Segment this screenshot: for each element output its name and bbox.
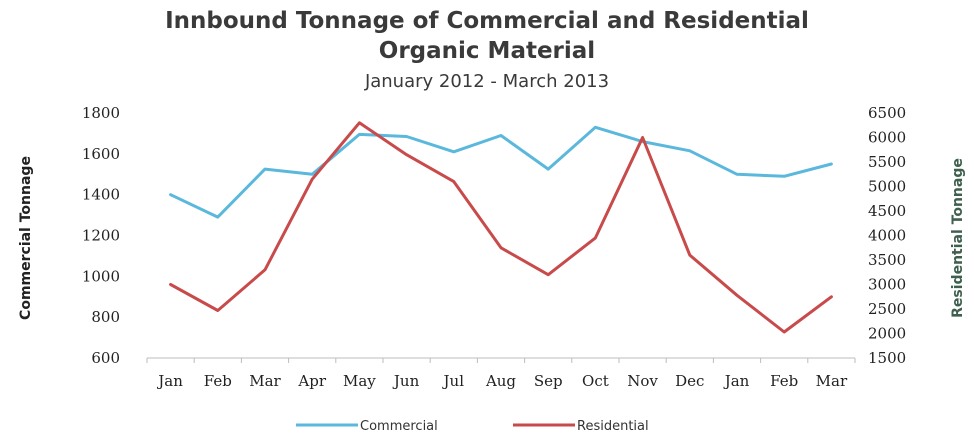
chart-title-line-1: Innbound Tonnage of Commercial and Resid… bbox=[165, 8, 809, 34]
left-y-tick-label: 1400 bbox=[82, 186, 120, 204]
data-point-residential bbox=[735, 294, 739, 297]
x-tick-label: Jan bbox=[723, 372, 750, 390]
left-y-tick-label: 800 bbox=[91, 308, 120, 326]
series-line-residential bbox=[169, 121, 833, 334]
x-tick-label: Mar bbox=[249, 372, 281, 390]
data-point-residential bbox=[499, 246, 503, 249]
x-tick-label: Jan bbox=[156, 372, 183, 390]
x-tick-label: Jul bbox=[442, 372, 465, 390]
data-point-residential bbox=[783, 330, 786, 334]
data-point-commercial bbox=[169, 193, 172, 196]
left-y-tick-label: 1600 bbox=[82, 145, 120, 163]
chart-subtitle: January 2012 - March 2013 bbox=[364, 71, 610, 92]
right-y-tick-label: 3500 bbox=[868, 251, 906, 269]
right-y-tick-label: 5500 bbox=[868, 153, 906, 171]
data-point-commercial bbox=[452, 150, 455, 153]
data-point-commercial bbox=[216, 215, 219, 219]
x-tick-label: Dec bbox=[675, 372, 704, 390]
data-point-residential bbox=[311, 177, 314, 181]
x-tick-label: Mar bbox=[816, 372, 848, 390]
left-y-tick-label: 1800 bbox=[82, 104, 120, 122]
right-y-tick-label: 2500 bbox=[868, 300, 906, 318]
x-tick-label: Jun bbox=[392, 372, 420, 390]
x-tick-label: Oct bbox=[582, 372, 609, 390]
data-point-residential bbox=[263, 268, 267, 271]
data-point-commercial bbox=[263, 167, 267, 171]
x-tick-label: Aug bbox=[485, 372, 516, 390]
data-point-residential bbox=[405, 153, 408, 156]
x-tick-label: Sep bbox=[534, 372, 563, 390]
data-point-commercial bbox=[594, 126, 597, 129]
data-point-residential bbox=[216, 309, 219, 312]
chart-title-line-2: Organic Material bbox=[378, 38, 596, 64]
data-point-commercial bbox=[783, 175, 786, 178]
left-y-tick-label: 1200 bbox=[82, 227, 120, 245]
series-line-commercial bbox=[169, 125, 833, 219]
left-y-tick-label: 600 bbox=[91, 349, 120, 367]
data-point-residential bbox=[688, 253, 691, 257]
data-point-commercial bbox=[830, 162, 833, 166]
x-tick-label: Nov bbox=[627, 372, 658, 390]
x-tick-label: Feb bbox=[204, 372, 232, 390]
right-y-tick-label: 4000 bbox=[868, 227, 906, 245]
x-tick-label: Apr bbox=[297, 372, 326, 390]
data-point-residential bbox=[358, 121, 361, 125]
data-point-residential bbox=[830, 295, 833, 298]
data-point-residential bbox=[594, 236, 597, 240]
data-point-commercial bbox=[735, 173, 739, 176]
x-tick-label: May bbox=[343, 372, 376, 390]
right-axis-title: Residential Tonnage bbox=[950, 158, 966, 318]
data-point-commercial bbox=[311, 173, 314, 176]
right-y-tick-label: 4500 bbox=[868, 202, 906, 220]
right-y-tick-label: 1500 bbox=[868, 349, 906, 367]
right-y-tick-label: 3000 bbox=[868, 276, 906, 294]
data-point-residential bbox=[169, 283, 172, 286]
data-point-commercial bbox=[499, 134, 503, 137]
data-point-commercial bbox=[405, 135, 408, 138]
data-point-commercial bbox=[688, 149, 691, 152]
right-y-tick-label: 2000 bbox=[868, 325, 906, 343]
right-y-tick-label: 6000 bbox=[868, 129, 906, 147]
right-y-tick-label: 6500 bbox=[868, 104, 906, 122]
left-y-tick-label: 1000 bbox=[82, 267, 120, 285]
right-y-tick-label: 5000 bbox=[868, 178, 906, 196]
data-point-residential bbox=[641, 136, 644, 139]
left-axis-title: Commercial Tonnage bbox=[18, 156, 34, 320]
x-tick-label: Feb bbox=[770, 372, 798, 390]
data-point-residential bbox=[547, 273, 550, 276]
data-point-residential bbox=[452, 180, 455, 183]
legend-label-commercial: Commercial bbox=[360, 419, 438, 434]
legend-label-residential: Residential bbox=[577, 419, 649, 434]
data-point-commercial bbox=[358, 133, 361, 136]
data-point-commercial bbox=[547, 167, 550, 171]
